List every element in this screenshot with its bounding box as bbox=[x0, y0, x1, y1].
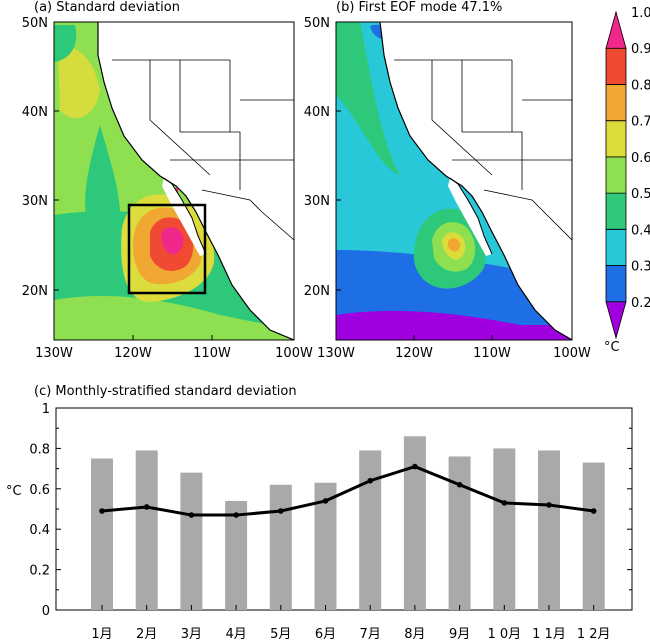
line-point bbox=[99, 508, 105, 514]
line-point bbox=[143, 504, 150, 510]
colorbar-tick-label: 0.9 bbox=[631, 42, 650, 57]
map-a bbox=[53, 21, 295, 341]
map-b-lat-tick: 50N bbox=[304, 16, 330, 31]
x-tick-label: 4月 bbox=[225, 627, 246, 642]
bar bbox=[538, 450, 560, 610]
x-tick-label: 5月 bbox=[270, 627, 291, 642]
map-b-lon-tick: 110W bbox=[473, 346, 511, 361]
map-b-lon-tick: 100W bbox=[553, 346, 591, 361]
bar-chart: 0 0.2 0.4 0.6 0.8 1 1月 2月 3月 4月 5月 6月 7月 8月 9月 1 0月 1 1月… bbox=[29, 402, 633, 642]
map-b-lat-tick: 20N bbox=[304, 284, 330, 299]
map-b bbox=[335, 21, 573, 341]
colorbar-tick-label: 0.6 bbox=[631, 151, 650, 166]
bar bbox=[180, 472, 203, 610]
x-tick-label: 8月 bbox=[404, 627, 425, 642]
y-tick-label: 0.4 bbox=[29, 523, 50, 538]
bar bbox=[359, 450, 382, 610]
line-point bbox=[456, 481, 463, 488]
colorbar-segment bbox=[605, 156, 627, 194]
bar bbox=[582, 462, 605, 610]
line-point bbox=[233, 512, 239, 518]
y-axis-label: °C bbox=[6, 484, 22, 499]
map-b-lat-tick: 30N bbox=[304, 194, 330, 209]
x-tick-label: 1月 bbox=[91, 627, 112, 642]
x-tick-label: 1 0月 bbox=[487, 627, 521, 642]
y-tick-label: 0.2 bbox=[29, 564, 50, 579]
map-a-lon-tick: 130W bbox=[35, 346, 73, 361]
colorbar-tick-label: 0.2 bbox=[631, 296, 650, 311]
colorbar-segment bbox=[605, 120, 627, 158]
line-point bbox=[412, 463, 418, 470]
x-tick-label: 2月 bbox=[136, 627, 157, 642]
colorbar-segment bbox=[605, 192, 627, 230]
panel-b-title: (b) First EOF mode 47.1% bbox=[336, 0, 503, 15]
y-tick-label: 0 bbox=[42, 604, 50, 619]
bar bbox=[91, 458, 113, 610]
x-tick-label: 7月 bbox=[360, 627, 381, 642]
line-point bbox=[501, 500, 508, 506]
x-tick-label: 1 1月 bbox=[532, 627, 566, 642]
x-tick-label: 6月 bbox=[315, 627, 336, 642]
map-b-lon-tick: 120W bbox=[395, 346, 433, 361]
colorbar-tick-label: 0.3 bbox=[631, 260, 650, 275]
colorbar-segment bbox=[605, 228, 627, 266]
panel-c-title: (c) Monthly-stratified standard deviatio… bbox=[34, 384, 297, 399]
colorbar-segment bbox=[605, 47, 627, 85]
line-point bbox=[278, 508, 284, 514]
colorbar-tick-label: 0.7 bbox=[631, 115, 650, 130]
colorbar: 0.2 0.3 0.4 0.5 0.6 0.7 0.8 0.9 1.0 bbox=[605, 6, 650, 340]
colorbar-segment bbox=[605, 265, 627, 303]
colorbar-tick-label: 0.8 bbox=[631, 78, 650, 93]
map-a-lon-tick: 120W bbox=[114, 346, 152, 361]
map-a-lat-tick: 20N bbox=[22, 284, 48, 299]
panel-a-title: (a) Standard deviation bbox=[34, 0, 180, 15]
colorbar-tick-label: 0.4 bbox=[631, 223, 650, 238]
map-b-lat-tick: 40N bbox=[304, 105, 330, 120]
line-point bbox=[546, 502, 552, 508]
colorbar-segment bbox=[605, 84, 627, 122]
colorbar-tick-label: 1.0 bbox=[631, 6, 650, 21]
x-tick-label: 9月 bbox=[449, 627, 470, 642]
y-tick-label: 0.8 bbox=[29, 442, 50, 457]
bar bbox=[448, 456, 471, 610]
bar bbox=[225, 500, 248, 610]
bar bbox=[269, 484, 292, 610]
y-tick-label: 1 bbox=[42, 402, 50, 417]
bar bbox=[403, 436, 426, 610]
x-tick-label: 3月 bbox=[181, 627, 202, 642]
map-a-lon-tick: 110W bbox=[193, 346, 231, 361]
map-a-lon-tick: 100W bbox=[275, 346, 313, 361]
colorbar-segment bbox=[605, 10, 627, 49]
colorbar-unit: °C bbox=[604, 340, 620, 355]
line-point bbox=[188, 512, 195, 518]
map-ticks: 50N 50N 40N 40N 30N 30N 20N 20N 130W 130W 120W 120W… bbox=[22, 16, 591, 361]
bar bbox=[493, 448, 516, 610]
map-a-lat-tick: 50N bbox=[22, 16, 48, 31]
x-tick-label: 1 2月 bbox=[577, 627, 611, 642]
colorbar-tick-label: 0.5 bbox=[631, 187, 650, 202]
line-point bbox=[590, 508, 597, 514]
map-a-lat-tick: 40N bbox=[22, 105, 48, 120]
map-b-lon-tick: 130W bbox=[317, 346, 355, 361]
y-tick-label: 0.6 bbox=[29, 483, 50, 498]
map-a-lat-tick: 30N bbox=[22, 194, 48, 209]
line-series bbox=[101, 464, 594, 517]
bar bbox=[135, 450, 158, 610]
bar bbox=[314, 482, 337, 610]
line-point bbox=[322, 498, 329, 504]
colorbar-segment bbox=[605, 301, 627, 340]
line-point bbox=[367, 477, 374, 484]
